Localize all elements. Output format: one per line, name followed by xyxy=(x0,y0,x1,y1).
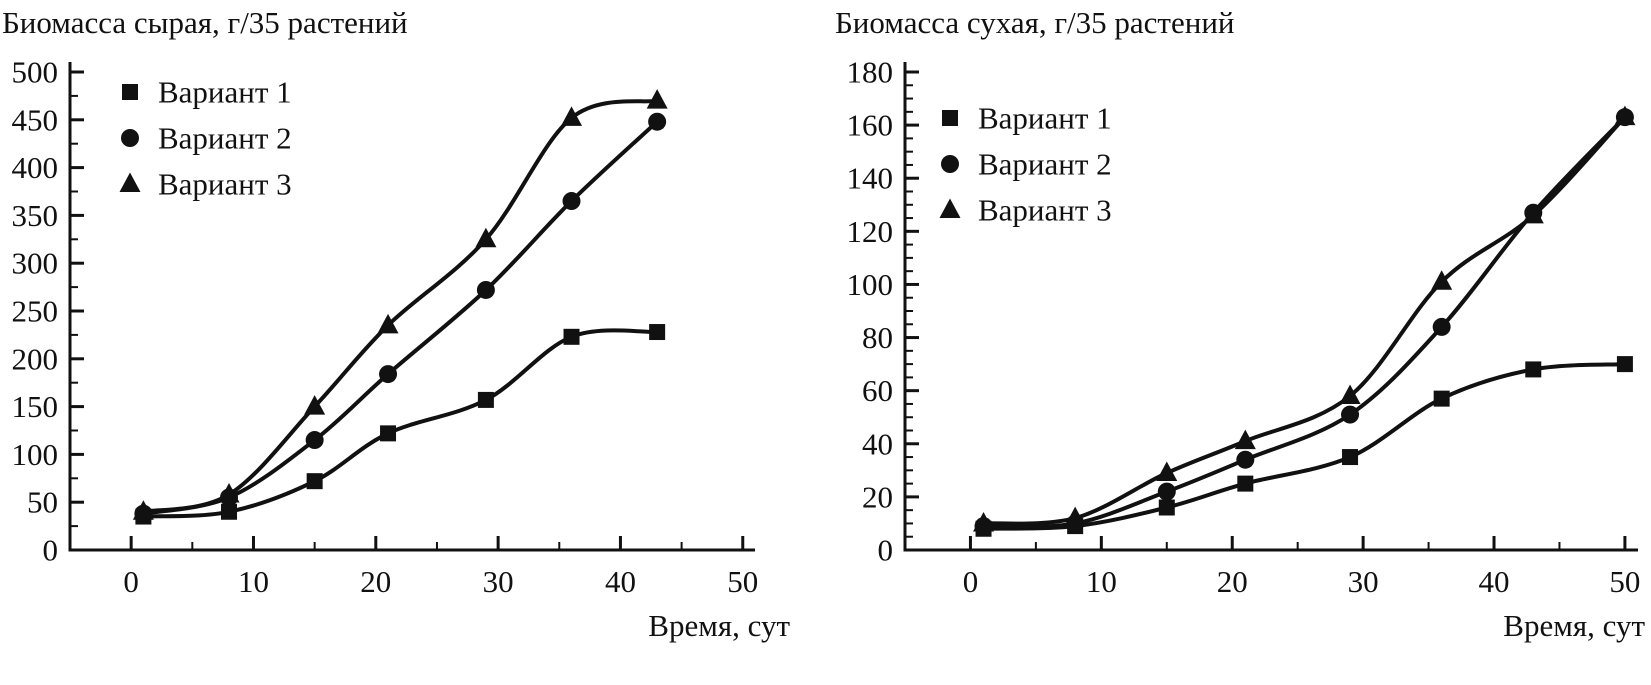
y-tick-label: 100 xyxy=(12,437,59,472)
y-tick-label: 150 xyxy=(12,389,59,424)
y-tick-label: 350 xyxy=(12,198,59,233)
y-tick-label: 450 xyxy=(12,102,59,137)
x-tick-label: 40 xyxy=(1479,564,1510,599)
triangle-marker-icon xyxy=(1234,429,1256,450)
y-tick-label: 80 xyxy=(862,320,893,355)
x-tick-label: 10 xyxy=(238,564,269,599)
y-tick-label: 20 xyxy=(862,479,893,514)
legend-label: Вариант 3 xyxy=(158,167,292,202)
square-marker-icon xyxy=(1342,449,1359,466)
circle-marker-icon xyxy=(1157,482,1176,501)
chart-dry-biomass: 0 20 40 60 80 100 120 140 160 180 0 10 20 30 40 50 Вариа… xyxy=(800,0,1651,685)
square-marker-icon xyxy=(649,324,666,341)
circle-marker-icon-legend xyxy=(941,155,959,173)
chart-title-wet: Биомасса сырая, г/35 растений xyxy=(2,5,408,40)
chart-title-dry: Биомасса сухая, г/35 растений xyxy=(835,5,1235,40)
triangle-marker-icon xyxy=(1522,203,1544,224)
x-tick-label: 30 xyxy=(483,564,514,599)
legend-label: Вариант 1 xyxy=(158,75,292,110)
x-tick-label: 10 xyxy=(1086,564,1117,599)
x-axis-label-wet: Время, сут xyxy=(648,608,790,643)
series-line-1 xyxy=(141,328,660,519)
y-tick-label: 250 xyxy=(12,294,59,329)
y-tick-label: 200 xyxy=(12,341,59,376)
x-tick-label: 0 xyxy=(963,564,979,599)
legend-label: Вариант 1 xyxy=(978,101,1112,136)
square-marker-icon xyxy=(221,503,238,520)
square-marker-icon xyxy=(1525,361,1542,378)
x-tick-label: 50 xyxy=(1609,564,1640,599)
y-tick-label: 160 xyxy=(847,108,894,143)
x-tick-label: 20 xyxy=(360,564,391,599)
legend-label: Вариант 2 xyxy=(158,121,292,156)
circle-marker-icon xyxy=(648,112,667,131)
triangle-marker-icon xyxy=(973,511,995,532)
x-tick-label: 50 xyxy=(727,564,758,599)
wet-biomass-plot: 0 50 100 150 200 250 300 350 400 450 500 0 10 20 30 40 5… xyxy=(12,55,759,600)
circle-marker-icon xyxy=(1236,450,1255,469)
x-tick-label: 30 xyxy=(1348,564,1379,599)
y-tick-label: 180 xyxy=(847,55,894,90)
y-tick-label: 300 xyxy=(12,246,59,281)
y-tick-label: 0 xyxy=(43,533,59,568)
circle-marker-icon xyxy=(476,280,495,299)
square-marker-icon xyxy=(1237,475,1254,492)
y-tick-label: 120 xyxy=(847,214,894,249)
square-marker-icon xyxy=(1616,356,1633,373)
triangle-marker-icon xyxy=(1064,506,1086,527)
triangle-marker-icon-legend xyxy=(119,172,141,192)
circle-marker-icon-legend xyxy=(121,129,139,147)
series-line-1 xyxy=(981,362,1627,531)
circle-marker-icon xyxy=(379,365,398,384)
y-tick-label: 500 xyxy=(12,55,59,90)
triangle-marker-icon xyxy=(304,395,326,415)
x-tick-label: 40 xyxy=(605,564,636,599)
y-tick-label: 60 xyxy=(862,373,893,408)
triangle-marker-icon xyxy=(1431,270,1453,290)
triangle-marker-icon xyxy=(377,313,399,334)
y-tick-label: 400 xyxy=(12,150,59,185)
circle-marker-icon xyxy=(562,192,581,211)
x-tick-label: 20 xyxy=(1217,564,1248,599)
square-marker-icon xyxy=(306,473,323,490)
circle-marker-icon xyxy=(305,431,324,450)
triangle-marker-icon xyxy=(561,106,583,126)
triangle-marker-icon xyxy=(218,483,240,503)
square-marker-icon xyxy=(380,425,397,442)
triangle-marker-icon-legend xyxy=(939,198,961,218)
dry-biomass-plot: 0 20 40 60 80 100 120 140 160 180 0 10 20 30 40 50 Вариа… xyxy=(847,55,1641,600)
triangle-marker-icon xyxy=(1339,384,1361,404)
square-marker-icon-legend xyxy=(122,84,138,100)
chart-wet-biomass: 0 50 100 150 200 250 300 350 400 450 500 0 10 20 30 40 5… xyxy=(0,0,800,685)
triangle-marker-icon xyxy=(646,89,668,109)
triangle-marker-icon xyxy=(475,227,497,248)
y-tick-label: 100 xyxy=(847,267,894,302)
y-tick-label: 140 xyxy=(847,161,894,196)
x-axis-label-dry: Время, сут xyxy=(1503,608,1645,643)
y-tick-label: 50 xyxy=(27,485,58,520)
square-marker-icon xyxy=(563,328,580,345)
triangle-marker-icon xyxy=(1156,461,1178,481)
legend-label: Вариант 2 xyxy=(978,147,1112,182)
y-tick-label: 40 xyxy=(862,426,893,461)
square-marker-icon xyxy=(1158,499,1175,516)
x-tick-label: 0 xyxy=(123,564,139,599)
triangle-marker-icon xyxy=(1614,105,1636,126)
square-marker-icon-legend xyxy=(942,110,958,126)
legend-label: Вариант 3 xyxy=(978,193,1112,228)
square-marker-icon xyxy=(477,391,494,408)
circle-marker-icon xyxy=(1341,405,1360,424)
triangle-marker-icon xyxy=(132,500,154,520)
circle-marker-icon xyxy=(1432,317,1451,336)
square-marker-icon xyxy=(1433,390,1450,407)
series-line-3 xyxy=(141,98,660,514)
y-tick-label: 0 xyxy=(878,533,894,568)
